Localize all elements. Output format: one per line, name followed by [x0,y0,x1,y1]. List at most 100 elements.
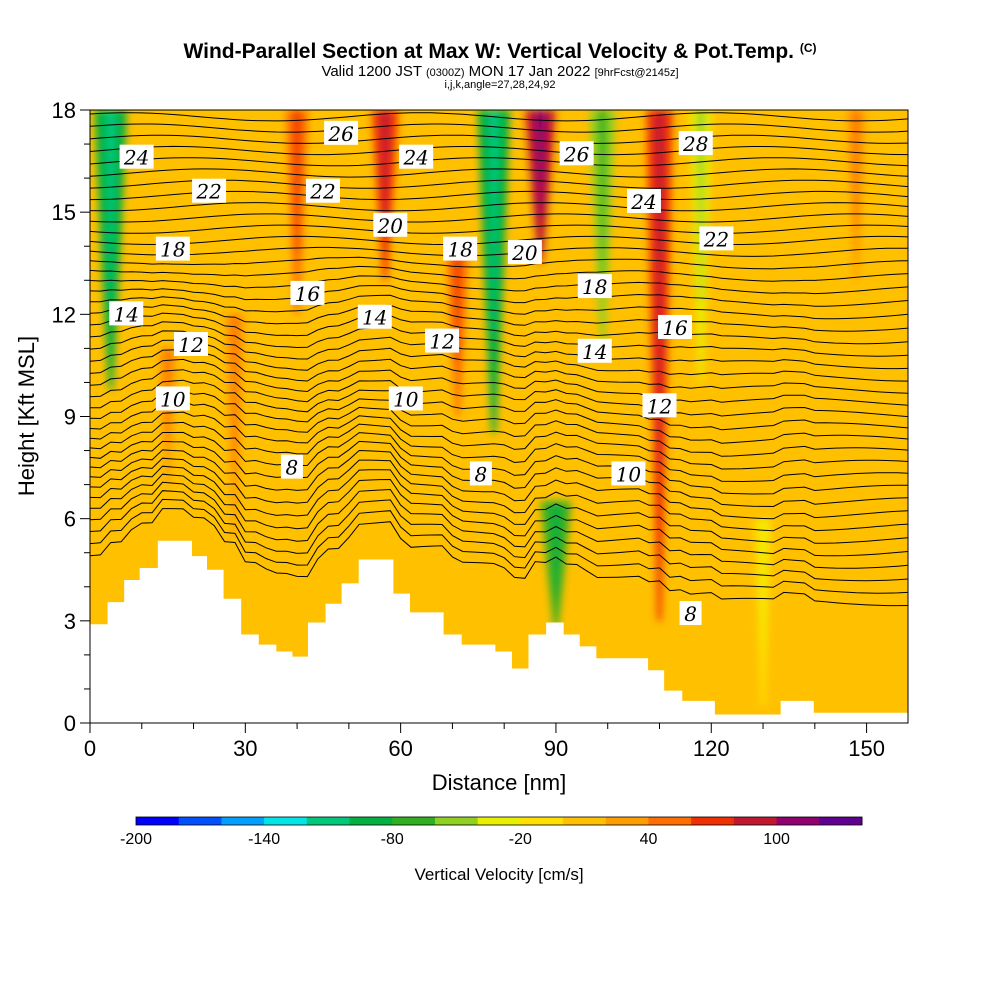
theta-isoline-8 [90,440,908,508]
theta-isoline-7 [90,449,908,520]
contour-label-box-17 [507,240,542,265]
colorbar-title: Vertical Velocity [cm/s] [414,865,583,884]
x-axis-title: Distance [nm] [432,770,567,795]
colorbar-swatch-10 [563,817,607,825]
contour-label-12: 18 [447,238,472,262]
vertical-velocity-field [94,110,866,706]
theta-contours [90,110,908,607]
y-tick-label-5: 15 [52,200,76,225]
colorbar-swatch-15 [776,817,820,825]
y-tick-label-3: 9 [64,405,76,430]
colorbar-swatch-16 [819,817,863,825]
theta-isoline-0 [90,508,908,607]
valid-date: MON 17 Jan 2022 [468,63,591,80]
colorbar-swatch-4 [306,817,350,825]
colorbar-swatch-1 [178,817,222,825]
valid-zulu: (0300Z) [425,67,465,79]
colorbar-swatch-6 [392,817,436,825]
velocity-band-core-12 [760,518,767,650]
contour-label-box-7 [305,178,340,203]
contour-label-box-6 [324,120,359,145]
contour-label-box-15 [280,454,303,479]
contour-label-11: 14 [362,306,387,330]
theta-isoline-18 [90,339,908,382]
contour-label-box-1 [192,178,227,203]
title-block: Wind-Parallel Section at Max W: Vertical… [0,36,1000,91]
colorbar-swatch-7 [434,817,479,825]
theta-isoline-35 [90,168,908,178]
velocity-band-core-5 [453,246,462,366]
theta-isoline-28 [90,246,908,257]
colorbar-swatch-13 [691,817,735,825]
contour-label-2: 18 [160,238,185,262]
theta-isoline-13 [90,390,908,444]
theta-isoline-37 [90,145,908,156]
colorbar-swatch-14 [733,817,777,825]
theta-isoline-38 [90,134,908,144]
x-tick-label-1: 30 [233,736,257,761]
contour-label-box-8 [399,144,434,169]
contour-label-7: 22 [309,180,335,204]
velocity-band-core-13 [852,110,860,230]
contour-label-19: 18 [582,275,607,299]
colorbar-swatch-2 [221,817,265,825]
theta-isoline-21 [90,312,908,345]
contour-label-box-22 [626,188,661,213]
contour-label-box-20 [577,338,612,363]
velocity-band-core-9 [597,110,608,277]
theta-contour-labels: 24 22 18 14 12 10 26 22 24 20 16 14 18 12 10 8 8 20 26 18 14… [109,120,734,626]
contour-label-18: 26 [563,142,590,166]
theta-isoline-2 [90,490,908,582]
colorbar-swatch-0 [136,817,180,825]
theta-isoline-25 [90,275,908,295]
colorbar: -200 -140 -80 -20 40 100 [120,816,863,848]
theta-isoline-29 [90,235,908,246]
theta-isoline-24 [90,285,908,307]
valid-time-line: Valid 1200 JST (0300Z) MON 17 Jan 2022 [… [0,64,1000,81]
colorbar-swatch-8 [477,817,521,825]
theta-isoline-41 [245,110,857,111]
contour-label-box-16 [469,461,492,486]
velocity-band-core-8 [550,501,562,590]
theta-isoline-30 [90,224,908,234]
contour-label-15: 8 [286,456,299,480]
contour-label-box-23 [699,226,734,251]
velocity-band-core-0 [105,110,117,306]
contour-label-box-24 [658,314,693,339]
colorbar-swatch-9 [520,817,564,825]
contour-label-23: 22 [703,227,729,251]
colorbar-label-4: 40 [640,831,658,848]
theta-isoline-14 [90,379,908,431]
contour-label-box-10 [290,280,325,305]
contour-label-box-14 [388,386,423,411]
x-tick-label-4: 120 [693,736,730,761]
contour-label-box-13 [425,328,460,353]
contour-label-13: 12 [429,330,454,354]
theta-isoline-6 [90,457,908,532]
contour-label-4: 12 [178,333,203,357]
x-tick-label-5: 150 [848,736,885,761]
theta-isoline-11 [90,411,908,470]
plot-area: 24 22 18 14 12 10 26 22 24 20 16 14 18 12 10 8 8 20 26 18 14… [90,110,908,723]
contour-label-box-9 [373,212,408,237]
colorbar-label-3: -20 [509,831,532,848]
theta-isoline-5 [90,465,908,544]
theta-isoline-17 [90,349,908,394]
contour-label-5: 10 [160,387,186,411]
velocity-band-core-3 [293,110,301,254]
contour-label-22: 24 [630,190,656,214]
theta-isoline-40 [90,112,908,122]
contour-label-box-0 [119,144,154,169]
contour-label-1: 22 [195,180,221,204]
contour-label-box-5 [155,386,190,411]
contour-label-26: 10 [616,462,642,486]
y-tick-label-2: 6 [64,507,76,532]
contour-label-16: 8 [475,462,488,486]
grid-indices: i,j,k,angle=27,28,24,92 [444,79,556,91]
chart-title-text: Wind-Parallel Section at Max W: Vertical… [183,40,794,63]
theta-isoline-39 [90,123,908,133]
velocity-band-core-11 [697,110,705,301]
contour-label-box-25 [642,393,677,418]
theta-isoline-32 [90,202,908,212]
